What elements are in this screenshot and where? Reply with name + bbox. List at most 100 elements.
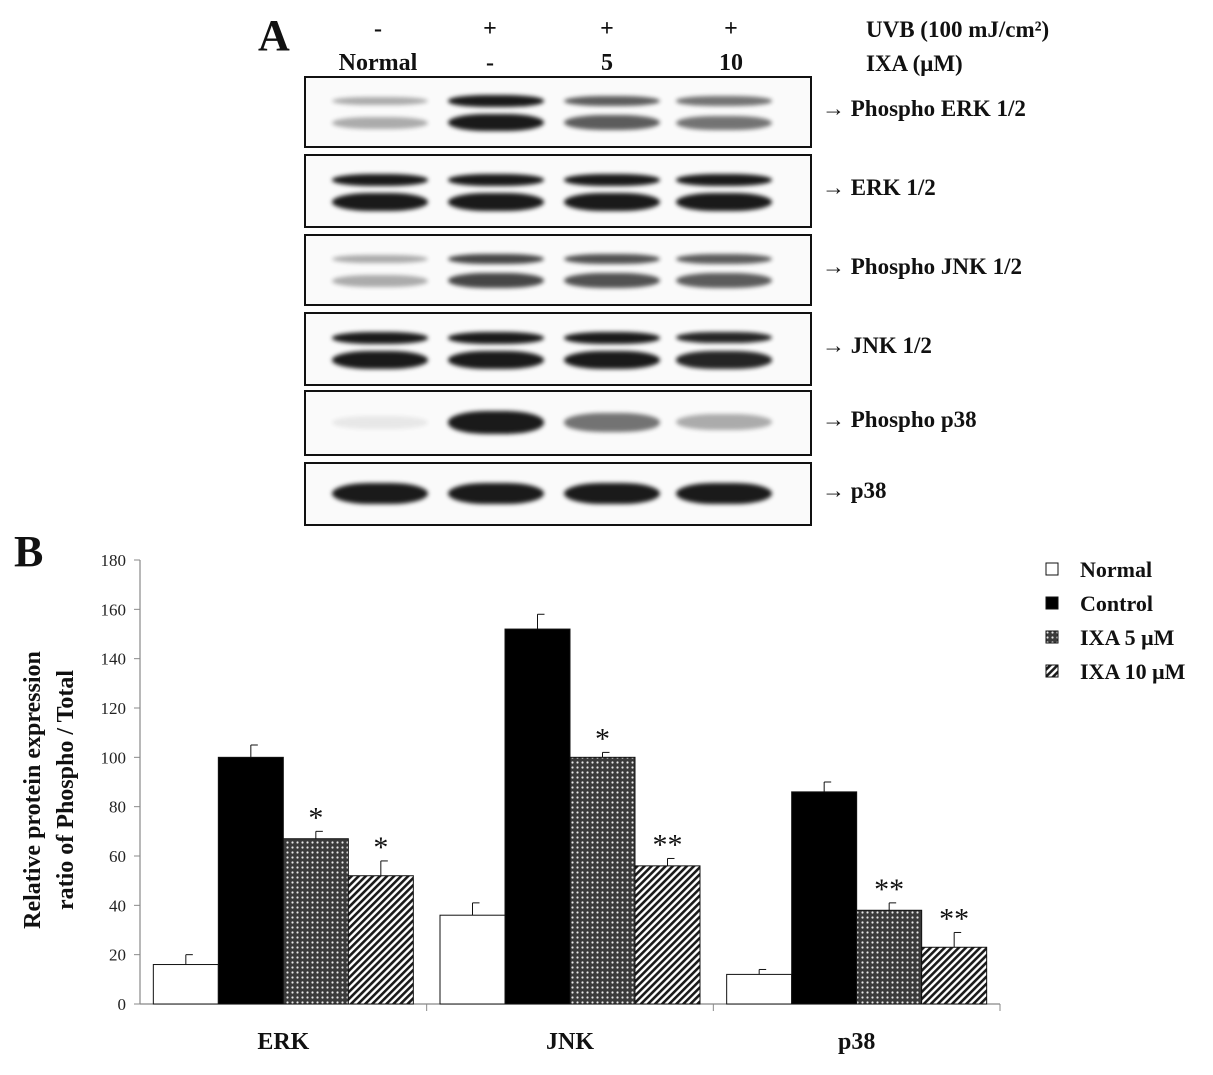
- blot-strip: [304, 312, 812, 386]
- legend-swatch: [1045, 630, 1059, 644]
- blot-band: [332, 482, 428, 505]
- panel-b-letter: B: [14, 527, 44, 576]
- blot-band: [332, 193, 428, 211]
- y-tick-label: 20: [109, 946, 126, 965]
- treatment-label: IXA (μM): [866, 51, 963, 76]
- blot-band: [564, 413, 660, 432]
- blot-band: [564, 272, 660, 289]
- treatment-value: -: [486, 50, 494, 76]
- bar: [726, 973, 793, 1005]
- blot-band: [332, 415, 428, 429]
- blot-band: [676, 273, 772, 289]
- blot-band: [564, 351, 660, 369]
- blot-band: [332, 274, 428, 287]
- blot-label: → p38: [822, 478, 887, 503]
- blot-band: [332, 331, 428, 344]
- blot-label: → Phospho ERK 1/2: [822, 96, 1026, 121]
- blot-band: [448, 331, 544, 344]
- blot-band: [448, 351, 544, 369]
- bar-chart: 0 20 40 60 80 100 120 140 160 180 Relative protein…: [20, 551, 1186, 1055]
- blot-band: [564, 173, 660, 186]
- bar: [791, 791, 858, 1005]
- treatment-value: 10: [719, 50, 743, 76]
- blot-band: [332, 173, 428, 186]
- treatment-value: Normal: [338, 50, 418, 76]
- blot-band: [564, 115, 660, 131]
- significance-marker: *: [308, 801, 323, 834]
- legend-swatch: [1045, 562, 1059, 576]
- blot-band: [448, 272, 544, 289]
- bar: [217, 756, 284, 1005]
- blot-band: [676, 96, 772, 106]
- treatment-value: +: [483, 16, 497, 42]
- treatment-value: 5: [601, 50, 613, 76]
- y-tick-label: 120: [101, 699, 127, 718]
- legend-swatch: [1045, 664, 1059, 678]
- bar: [569, 756, 636, 1005]
- x-tick-label: ERK: [257, 1029, 309, 1055]
- blot-band: [676, 414, 772, 431]
- blot-band: [564, 331, 660, 344]
- blot-band: [676, 193, 772, 211]
- blot-strip: [304, 154, 812, 228]
- y-tick-label: 100: [101, 748, 127, 767]
- legend-label: Control: [1080, 591, 1153, 616]
- blot-band: [676, 482, 772, 505]
- treatment-value: +: [724, 16, 738, 42]
- blot-band: [564, 193, 660, 211]
- significance-marker: **: [939, 902, 969, 935]
- treatment-value: -: [374, 16, 382, 42]
- treatment-value: +: [600, 16, 614, 42]
- y-axis-title: Relative protein expression: [20, 651, 46, 929]
- blot-band: [448, 253, 544, 265]
- x-tick-label: JNK: [546, 1029, 594, 1055]
- bar: [856, 909, 923, 1005]
- y-tick-label: 160: [101, 600, 127, 619]
- significance-marker: *: [373, 831, 388, 864]
- treatment-label: UVB (100 mJ/cm²): [866, 17, 1050, 42]
- y-tick-label: 180: [101, 551, 127, 570]
- blot-strip: [304, 234, 812, 306]
- blot-band: [332, 96, 428, 106]
- bar: [634, 865, 701, 1005]
- bar: [439, 914, 506, 1005]
- y-axis-title: ratio of Phospho / Total: [53, 670, 79, 910]
- x-tick-label: p38: [838, 1029, 875, 1055]
- blot-band: [564, 253, 660, 265]
- bar: [921, 946, 988, 1005]
- blot-band: [448, 173, 544, 186]
- significance-marker: *: [595, 722, 610, 755]
- bar: [504, 628, 571, 1005]
- legend-label: IXA 10 μM: [1080, 659, 1186, 684]
- y-tick-label: 80: [109, 798, 126, 817]
- blot-band: [448, 411, 544, 434]
- y-tick-label: 140: [101, 650, 127, 669]
- legend-label: Normal: [1080, 557, 1152, 582]
- blot-band: [676, 331, 772, 344]
- panel-a-letter: A: [258, 11, 290, 60]
- y-tick-label: 60: [109, 847, 126, 866]
- bar: [282, 838, 349, 1005]
- bar: [152, 964, 219, 1005]
- blot-band: [564, 482, 660, 505]
- blot-band: [448, 95, 544, 107]
- blot-band: [448, 114, 544, 132]
- blot-band: [332, 351, 428, 369]
- blot-band: [676, 351, 772, 369]
- blot-band: [448, 193, 544, 211]
- blot-label: → JNK 1/2: [822, 333, 932, 358]
- blot-label: → Phospho JNK 1/2: [822, 254, 1023, 279]
- blot-band: [332, 254, 428, 264]
- legend-label: IXA 5 μM: [1080, 625, 1175, 650]
- y-tick-label: 0: [118, 995, 127, 1014]
- significance-marker: **: [653, 828, 683, 861]
- significance-marker: **: [874, 873, 904, 906]
- blot-label: → ERK 1/2: [822, 175, 936, 200]
- blot-strip: [304, 390, 812, 456]
- blot-band: [564, 96, 660, 106]
- blot-strip: [304, 462, 812, 526]
- y-tick-label: 40: [109, 896, 126, 915]
- bar: [347, 875, 414, 1005]
- blot-strip: [304, 76, 812, 148]
- blot-band: [676, 254, 772, 264]
